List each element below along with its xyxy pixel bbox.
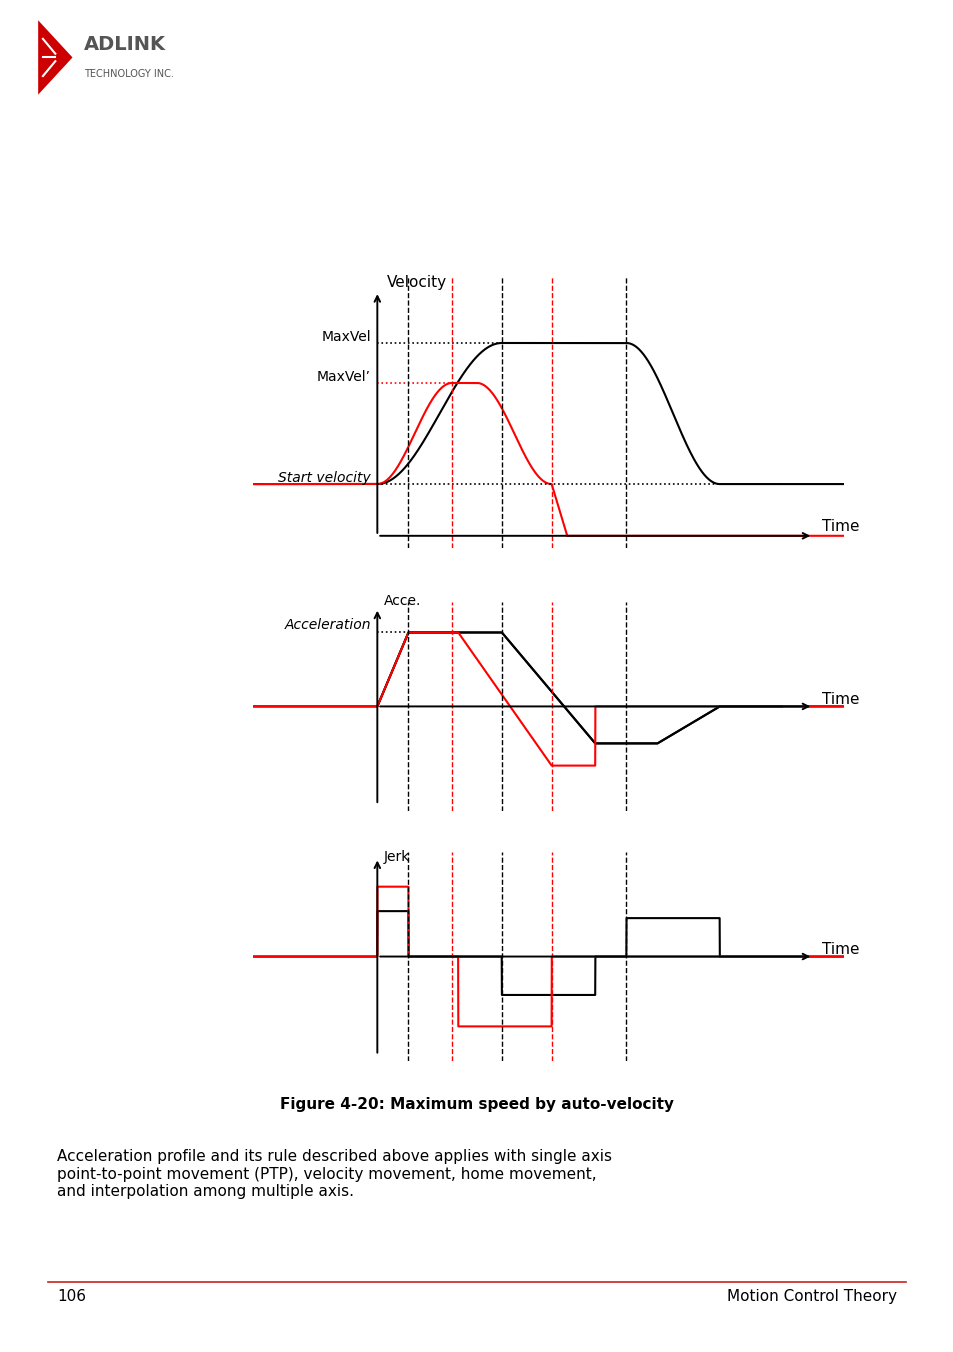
Text: Time: Time [821, 692, 859, 707]
Polygon shape [38, 20, 72, 95]
Text: Acce.: Acce. [383, 595, 420, 608]
Text: Figure 4-20: Maximum speed by auto-velocity: Figure 4-20: Maximum speed by auto-veloc… [280, 1096, 673, 1111]
Text: ADLINK: ADLINK [84, 35, 166, 54]
Text: Time: Time [821, 942, 859, 957]
Text: 106: 106 [57, 1288, 86, 1303]
Text: TECHNOLOGY INC.: TECHNOLOGY INC. [84, 69, 173, 78]
Text: MaxVel’: MaxVel’ [316, 369, 371, 384]
Text: Velocity: Velocity [386, 274, 446, 289]
Text: Time: Time [821, 519, 859, 534]
Text: Jerk: Jerk [383, 850, 410, 864]
Text: Motion Control Theory: Motion Control Theory [726, 1288, 896, 1303]
Text: Start velocity: Start velocity [278, 470, 371, 485]
Text: Acceleration: Acceleration [284, 618, 371, 631]
Text: Acceleration profile and its rule described above applies with single axis
point: Acceleration profile and its rule descri… [57, 1149, 612, 1199]
Text: MaxVel: MaxVel [321, 330, 371, 343]
